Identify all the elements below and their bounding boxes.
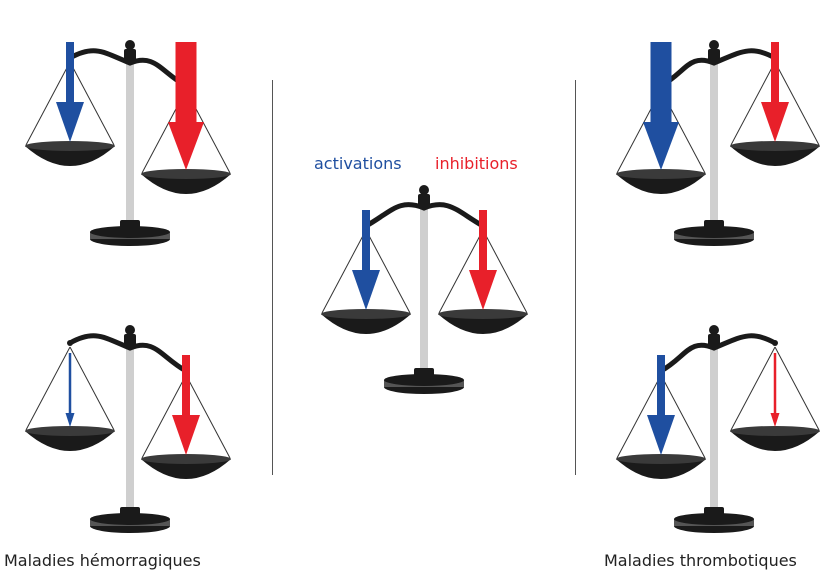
caption-thrombotic: Maladies thrombotiques [604, 551, 797, 570]
scale-bottom-left [25, 325, 231, 533]
scale-knob [125, 40, 135, 50]
scale-beam [658, 48, 778, 89]
scale-center [321, 185, 528, 394]
scale-pillar [420, 200, 428, 380]
scale-top-right [616, 40, 820, 246]
inhibition-arrow [168, 42, 204, 170]
scale-bottom-right [616, 325, 820, 533]
activation-arrow [65, 353, 75, 427]
scale-pillar [710, 340, 718, 519]
scale-beam [658, 333, 778, 374]
scale-knob [419, 185, 429, 195]
activation-arrow [643, 42, 679, 170]
inhibition-arrow [761, 42, 789, 142]
scale-pillar [710, 55, 718, 232]
scale-pillar [126, 55, 134, 232]
inhibition-arrow [469, 210, 497, 310]
pan-left [616, 368, 706, 479]
scale-pillar [126, 340, 134, 519]
activation-arrow [647, 355, 675, 455]
pan-right [730, 340, 820, 451]
legend-inhibitions: inhibitions [435, 154, 518, 173]
pan-right [141, 368, 231, 479]
pan-left [25, 340, 115, 451]
caption-hemorrhagic: Maladies hémorragiques [4, 551, 201, 570]
scale-beam [363, 202, 486, 229]
scale-knob [125, 325, 135, 335]
activation-arrow [352, 210, 380, 310]
inhibition-arrow [770, 353, 780, 427]
divider-right [575, 80, 576, 475]
scale-beam [67, 333, 189, 374]
scale-knob [709, 325, 719, 335]
pan-right [730, 55, 820, 166]
scale-knob [709, 40, 719, 50]
pan-left [321, 223, 411, 334]
divider-left [272, 80, 273, 475]
scale-top-left [25, 40, 231, 246]
inhibition-arrow [172, 355, 200, 455]
activation-arrow [56, 42, 84, 142]
legend-activations: activations [314, 154, 402, 173]
pan-left [616, 83, 706, 194]
scale-beam [67, 48, 189, 89]
